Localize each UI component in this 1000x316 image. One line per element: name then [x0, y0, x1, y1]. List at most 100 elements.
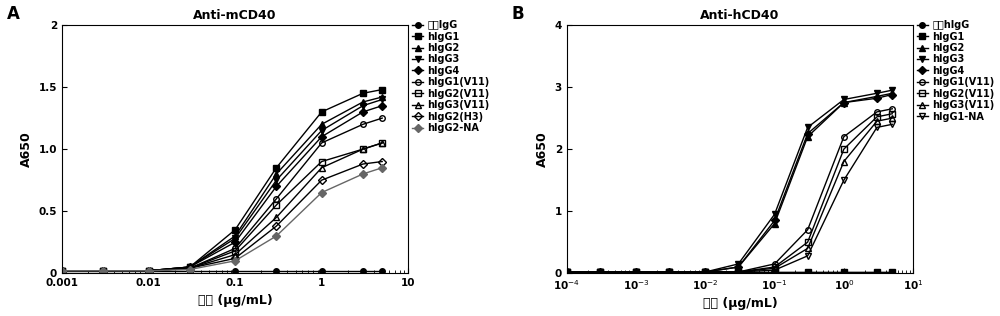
- hIgG1: [838, 270, 850, 274]
- hIgG2: [376, 95, 388, 99]
- hIgG3(V11): [316, 166, 328, 170]
- hIgG3(V11): [732, 270, 744, 274]
- hIgG1(V11): [184, 266, 196, 270]
- hIgG3(V11): [561, 270, 573, 274]
- hIgG1: [270, 166, 282, 170]
- hIgG2(V11): [316, 160, 328, 163]
- hIgG1-NA: [630, 270, 642, 274]
- hIgG2: [699, 270, 711, 274]
- hIgG3: [184, 265, 196, 269]
- Text: A: A: [7, 5, 19, 23]
- hIgG3(V11): [699, 270, 711, 274]
- hIgG2: [143, 269, 155, 273]
- hIgG1(V11): [699, 270, 711, 274]
- hIgG2-NA: [229, 259, 241, 263]
- hIgG2-NA: [270, 234, 282, 238]
- hIgG2(V11): [357, 147, 369, 151]
- hIgG2(V11): [56, 269, 68, 273]
- hIgG2(V11): [699, 270, 711, 274]
- hIgG4: [357, 110, 369, 114]
- hIgG3(V11): [97, 269, 109, 273]
- hIgG2(H3): [56, 269, 68, 273]
- 对照hIgG: [699, 270, 711, 274]
- hIgG1: [143, 269, 155, 273]
- hIgG3(V11): [871, 119, 883, 123]
- hIgG1: [561, 270, 573, 274]
- hIgG1: [732, 270, 744, 274]
- 对照IgG: [316, 269, 328, 273]
- 对照hIgG: [871, 270, 883, 274]
- hIgG2: [838, 101, 850, 105]
- hIgG2(V11): [184, 266, 196, 270]
- 对照IgG: [270, 269, 282, 273]
- hIgG2: [594, 270, 606, 274]
- hIgG2(H3): [97, 269, 109, 273]
- hIgG3(V11): [357, 147, 369, 151]
- Line: hIgG3: hIgG3: [564, 88, 895, 275]
- hIgG3(V11): [663, 270, 675, 274]
- hIgG1: [630, 270, 642, 274]
- hIgG4: [97, 269, 109, 273]
- hIgG3: [270, 178, 282, 182]
- 对照hIgG: [663, 270, 675, 274]
- 对照IgG: [229, 269, 241, 273]
- hIgG1-NA: [886, 122, 898, 126]
- hIgG2(H3): [357, 162, 369, 166]
- hIgG1: [229, 228, 241, 232]
- hIgG2(V11): [663, 270, 675, 274]
- hIgG1(V11): [630, 270, 642, 274]
- hIgG4: [802, 132, 814, 136]
- Line: hIgG2(H3): hIgG2(H3): [59, 159, 385, 274]
- hIgG1-NA: [838, 178, 850, 182]
- 对照hIgG: [630, 270, 642, 274]
- hIgG2-NA: [357, 172, 369, 176]
- hIgG1: [594, 270, 606, 274]
- hIgG1(V11): [732, 270, 744, 274]
- Line: hIgG1: hIgG1: [59, 87, 385, 274]
- Line: hIgG1-NA: hIgG1-NA: [564, 122, 895, 275]
- Line: hIgG2(V11): hIgG2(V11): [564, 111, 895, 275]
- hIgG4: [316, 135, 328, 139]
- hIgG3: [229, 237, 241, 240]
- hIgG1(V11): [229, 246, 241, 250]
- Line: hIgG1(V11): hIgG1(V11): [564, 106, 895, 275]
- hIgG2(H3): [143, 269, 155, 273]
- hIgG3: [97, 269, 109, 273]
- hIgG1-NA: [732, 270, 744, 274]
- hIgG1-NA: [802, 254, 814, 258]
- hIgG2: [663, 270, 675, 274]
- Text: B: B: [511, 5, 524, 23]
- hIgG2(V11): [270, 203, 282, 207]
- 对照hIgG: [802, 270, 814, 274]
- Line: hIgG3(V11): hIgG3(V11): [564, 115, 895, 275]
- hIgG4: [630, 270, 642, 274]
- hIgG3: [871, 91, 883, 95]
- hIgG1(V11): [143, 269, 155, 273]
- hIgG3: [56, 269, 68, 273]
- hIgG1(V11): [316, 141, 328, 145]
- hIgG2(V11): [561, 270, 573, 274]
- hIgG2: [886, 91, 898, 95]
- hIgG3: [376, 98, 388, 101]
- Title: Anti-hCD40: Anti-hCD40: [700, 9, 780, 22]
- hIgG3(V11): [270, 216, 282, 219]
- hIgG3: [802, 125, 814, 129]
- hIgG2: [184, 265, 196, 269]
- hIgG3(V11): [594, 270, 606, 274]
- hIgG1(V11): [594, 270, 606, 274]
- hIgG4: [886, 93, 898, 96]
- hIgG2(V11): [594, 270, 606, 274]
- hIgG3(V11): [886, 116, 898, 120]
- hIgG1(V11): [376, 116, 388, 120]
- 对照hIgG: [769, 270, 781, 274]
- hIgG1(V11): [357, 122, 369, 126]
- hIgG1(V11): [561, 270, 573, 274]
- hIgG4: [871, 96, 883, 100]
- 对照IgG: [357, 269, 369, 273]
- Line: hIgG1: hIgG1: [564, 269, 895, 275]
- hIgG1: [184, 265, 196, 269]
- hIgG1(V11): [871, 110, 883, 114]
- hIgG2(V11): [886, 112, 898, 116]
- hIgG1(V11): [886, 107, 898, 111]
- hIgG1: [376, 88, 388, 91]
